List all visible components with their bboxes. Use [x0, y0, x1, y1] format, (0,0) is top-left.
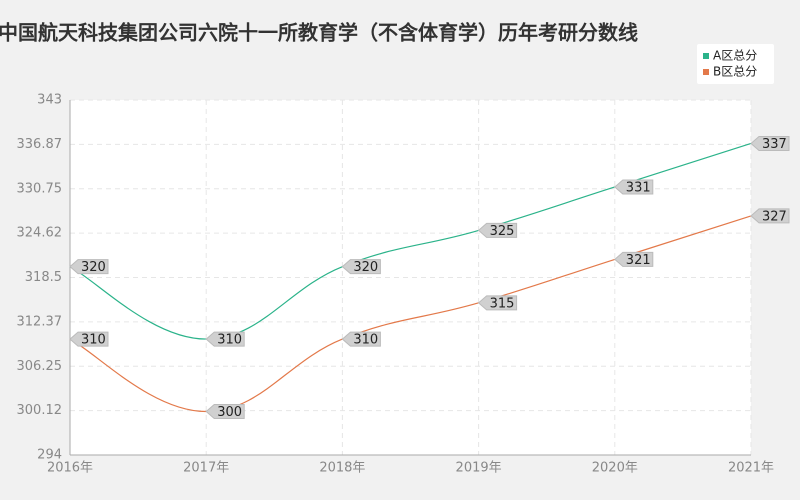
y-tick-label: 318.5: [25, 270, 62, 285]
legend-box: [697, 44, 774, 84]
x-tick-label: 2020年: [592, 461, 638, 476]
chart-title: 中国航天科技集团公司六院十一所教育学（不含体育学）历年考研分数线: [0, 21, 638, 45]
data-label-text: 310: [81, 333, 106, 348]
labels: 320 310 320 325 331 337 310 300 310 315 321 327: [69, 135, 790, 420]
label-tag: [69, 259, 109, 275]
label-tag: [69, 331, 109, 347]
x-tick-label: 2019年: [456, 461, 502, 476]
legend-swatch: [703, 69, 709, 75]
legend-label: A区总分: [713, 49, 757, 63]
data-label: 300: [205, 404, 245, 420]
data-label-text: 320: [81, 260, 106, 275]
data-label-text: 337: [762, 137, 787, 152]
label-tag: [205, 404, 245, 420]
data-label-text: 310: [353, 333, 378, 348]
data-label: 310: [341, 331, 381, 348]
label-tag: [750, 208, 790, 224]
data-label-text: 300: [217, 405, 242, 420]
y-tick-label: 330.75: [17, 181, 63, 196]
data-label-text: 325: [490, 224, 515, 239]
data-label: 325: [477, 222, 518, 239]
label-tag: [341, 331, 381, 347]
data-label: 320: [341, 259, 381, 275]
y-tick-label: 336.87: [17, 137, 63, 152]
legend-label: B区总分: [713, 65, 757, 79]
label-tag: [477, 295, 518, 311]
label-tag: [750, 135, 790, 151]
data-label-text: 331: [626, 180, 651, 195]
y-tick-label: 306.25: [17, 359, 63, 374]
y-tick-label: 324.62: [17, 226, 63, 241]
label-tag: [477, 222, 518, 238]
label-tag: [614, 179, 654, 195]
legend: A区总分 B区总分: [697, 44, 774, 84]
data-label: 327: [750, 208, 790, 224]
label-tag: [614, 251, 654, 267]
data-label-text: 320: [353, 260, 378, 275]
x-tick-label: 2018年: [319, 461, 365, 476]
x-tick-label: 2016年: [47, 461, 93, 476]
data-label: 321: [614, 251, 654, 268]
y-tick-label: 312.37: [17, 314, 63, 329]
x-tick-label: 2017年: [183, 461, 229, 476]
data-label-text: 315: [490, 296, 515, 311]
data-label: 320: [69, 259, 109, 275]
legend-swatch: [703, 53, 709, 59]
data-label-text: 327: [762, 209, 787, 224]
data-label: 310: [205, 331, 245, 348]
y-tick-label: 343: [37, 93, 62, 108]
data-label: 337: [750, 135, 790, 152]
data-label: 331: [614, 179, 654, 195]
y-tick-label: 294: [37, 448, 62, 463]
label-tag: [205, 331, 245, 347]
label-tag: [341, 259, 381, 275]
data-label-text: 321: [626, 253, 651, 268]
data-label-text: 310: [217, 333, 242, 348]
y-tick-label: 300.12: [17, 403, 63, 418]
data-label: 310: [69, 331, 109, 348]
x-tick-label: 2021年: [728, 461, 774, 476]
data-label: 315: [477, 295, 518, 311]
